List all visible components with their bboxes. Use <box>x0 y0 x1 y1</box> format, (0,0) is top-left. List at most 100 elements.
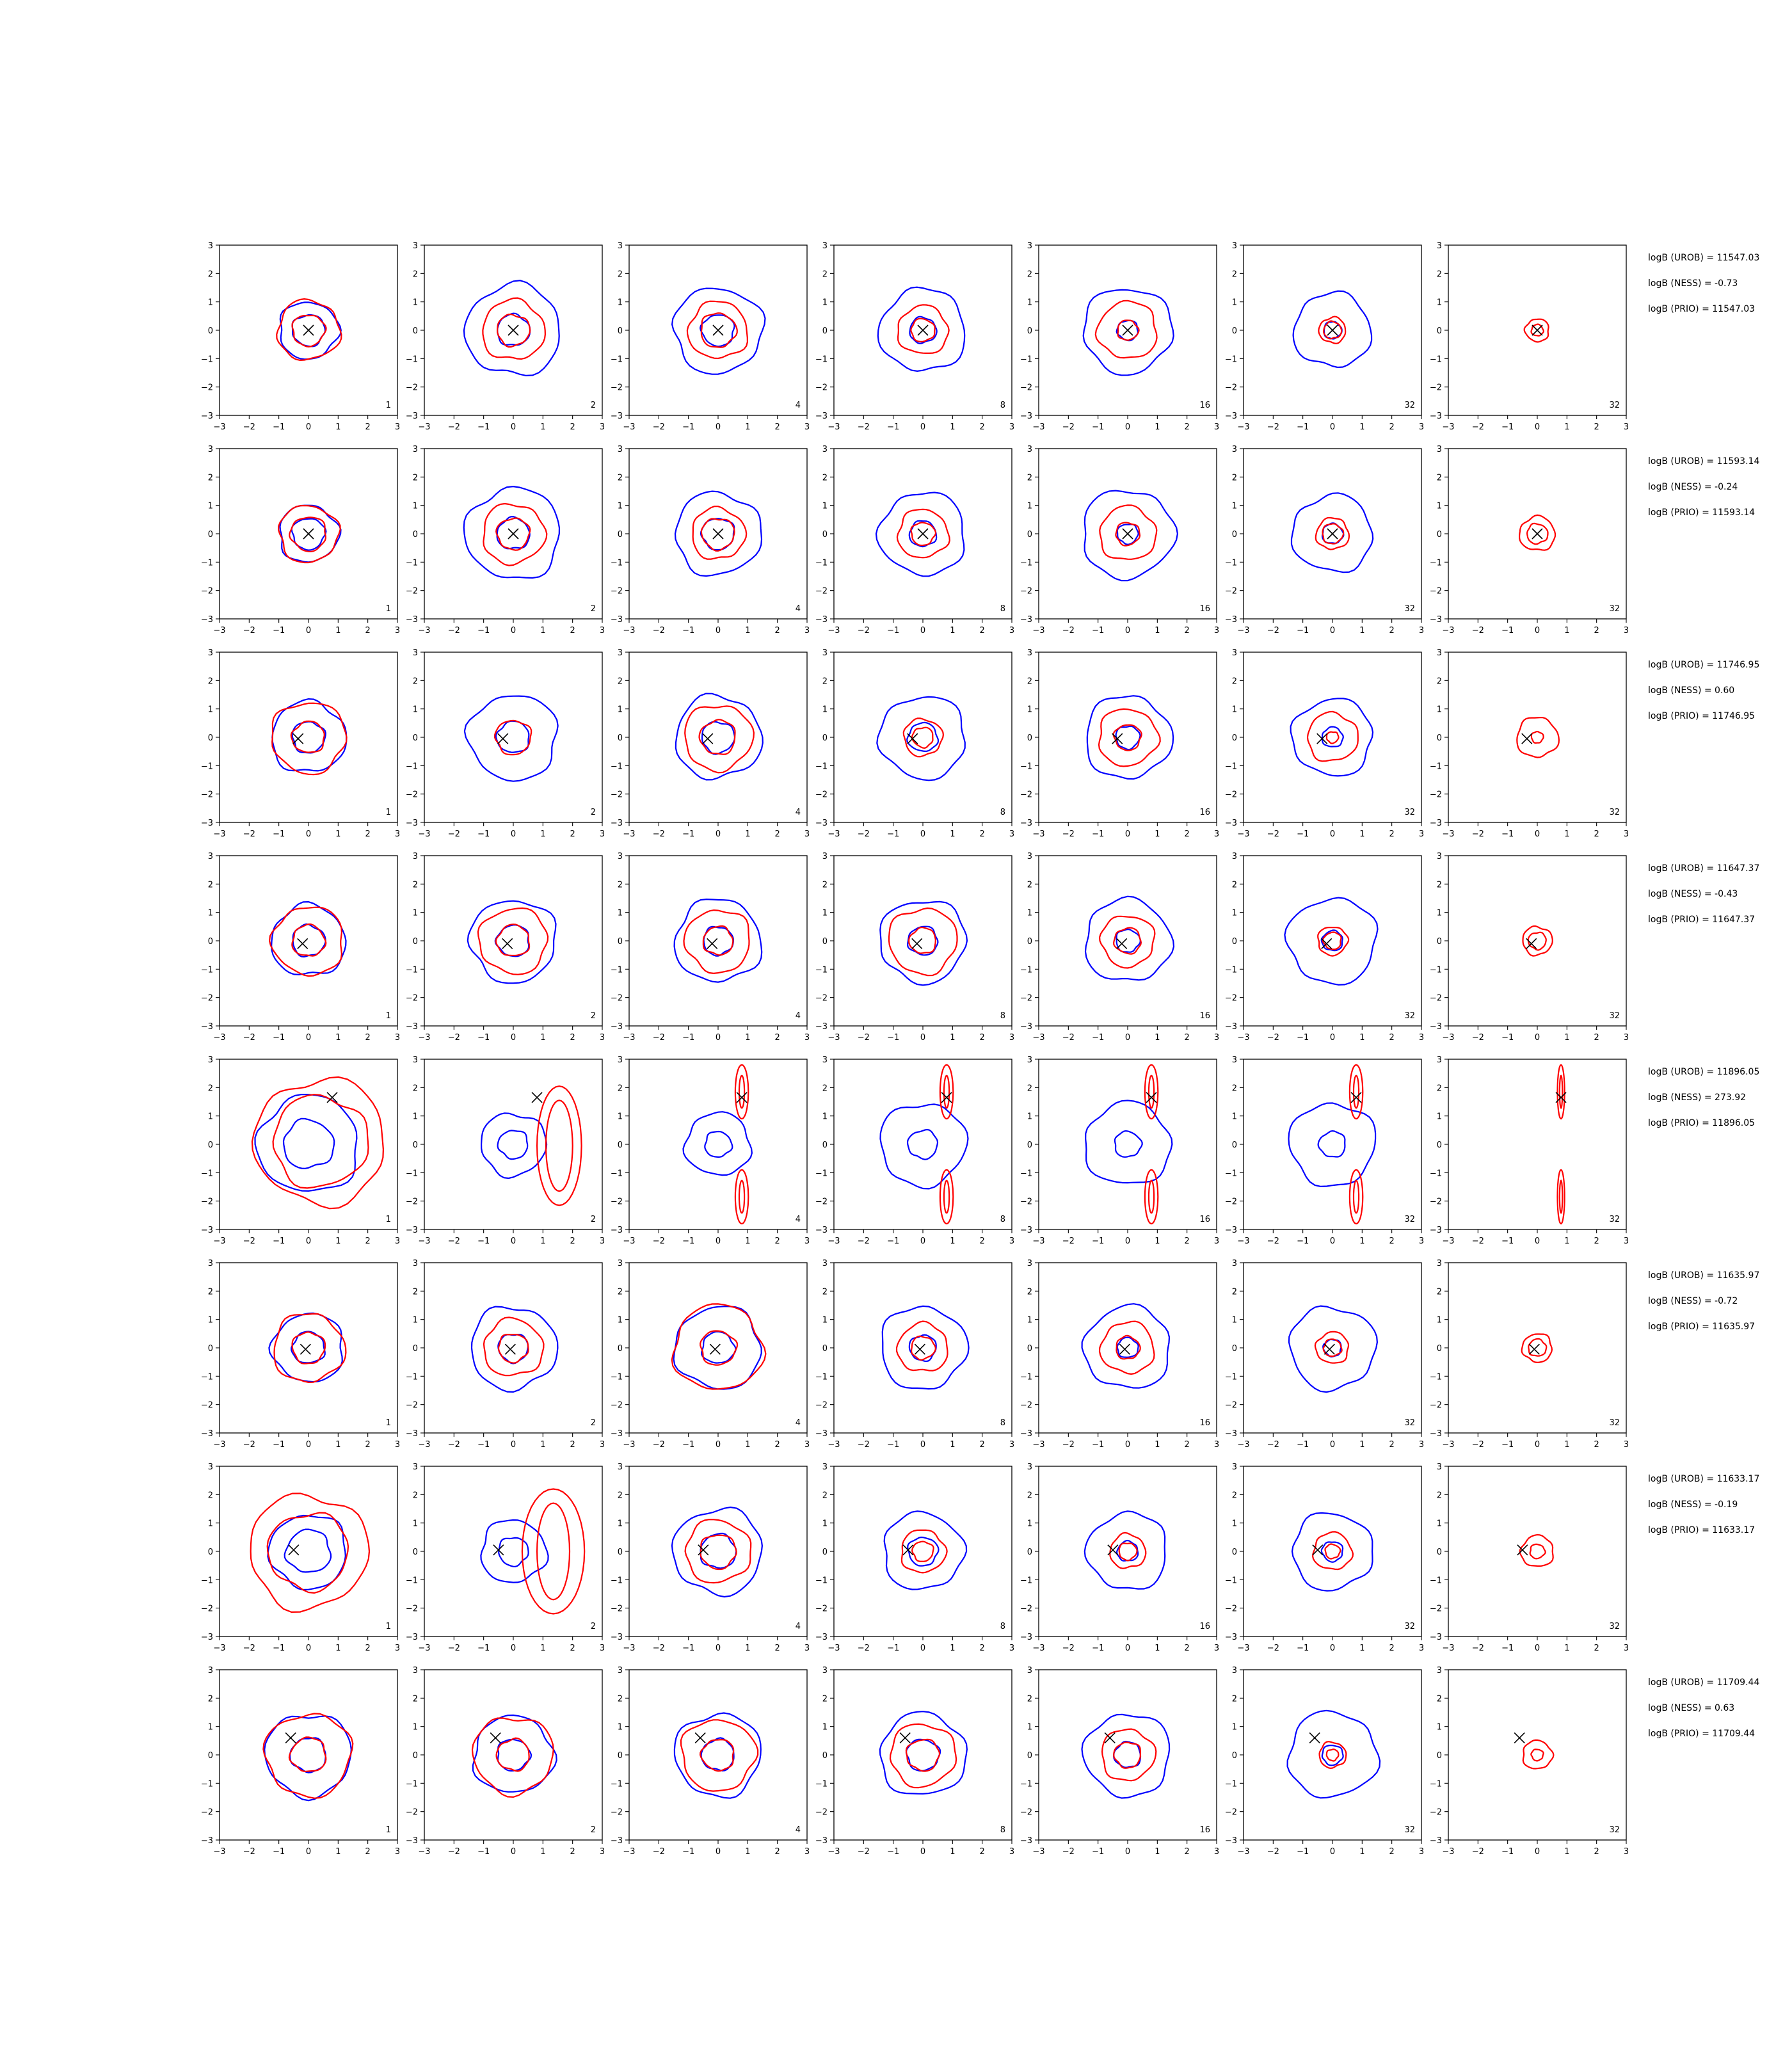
x-tick-label: −1 <box>273 829 285 839</box>
y-tick-label: −3 <box>815 615 828 625</box>
x-tick-label: 3 <box>600 1644 605 1653</box>
logb-annotation: logB (NESS) = 0.63 <box>1648 1703 1734 1713</box>
blue-contour <box>463 485 561 579</box>
y-tick-label: 2 <box>413 1287 418 1297</box>
y-tick-label: −3 <box>406 615 418 625</box>
y-tick-label: 1 <box>1027 298 1032 308</box>
blue-contour <box>1084 895 1175 981</box>
x-tick-label: −1 <box>273 1440 285 1450</box>
logb-annotation: logB (UROB) = 11647.37 <box>1648 863 1759 874</box>
true-value-marker <box>493 1544 504 1556</box>
x-tick-label: −1 <box>1297 1440 1309 1450</box>
plot-area <box>1084 1510 1166 1590</box>
plot-area <box>271 698 348 776</box>
x-tick-label: −2 <box>1472 1440 1484 1450</box>
y-tick-label: −2 <box>406 1401 418 1411</box>
x-tick-label: −1 <box>887 1236 899 1246</box>
true-value-marker <box>303 528 314 540</box>
y-tick-label: −2 <box>815 994 828 1004</box>
y-tick-label: −1 <box>611 1169 623 1178</box>
x-tick-label: 0 <box>1330 1644 1335 1653</box>
axes-frame <box>628 1059 808 1230</box>
y-tick-label: −2 <box>406 383 418 393</box>
x-tick-label: 1 <box>540 829 545 839</box>
x-tick-label: −1 <box>887 1847 899 1857</box>
axes-frame <box>628 855 808 1027</box>
y-tick-label: −1 <box>611 1576 623 1585</box>
y-tick-label: 2 <box>1437 880 1442 890</box>
x-tick-label: −2 <box>653 1236 665 1246</box>
true-value-marker <box>1321 938 1332 949</box>
x-tick-label: 0 <box>1330 1847 1335 1857</box>
x-tick-label: 3 <box>1009 626 1014 636</box>
panel-r1-c1: −3−3 −2 −2 −1 −1 0 0 1 1 2 2 3 3 1 <box>201 241 400 432</box>
plot-area <box>1086 695 1174 780</box>
y-tick-label: 1 <box>1027 1316 1032 1325</box>
red-contour <box>1113 927 1142 955</box>
red-contour <box>1322 931 1342 950</box>
x-tick-label: 2 <box>775 1033 780 1043</box>
y-tick-label: −3 <box>201 615 213 625</box>
x-tick-label: 0 <box>1330 1033 1335 1043</box>
x-tick-label: 0 <box>1535 1033 1540 1043</box>
x-tick-label: −1 <box>273 1644 285 1653</box>
panel-r5-c4: −3−3 −2 −2 −1 −1 0 0 1 1 2 2 3 3 8 <box>815 1055 1014 1246</box>
x-tick-label: −3 <box>1032 829 1044 839</box>
y-tick-label: 3 <box>1232 1055 1237 1065</box>
panel-count-label: 32 <box>1404 604 1415 614</box>
red-contour <box>1558 1180 1564 1214</box>
x-tick-label: 0 <box>1535 1644 1540 1653</box>
x-tick-label: 3 <box>600 1236 605 1246</box>
plot-area <box>1085 1064 1173 1225</box>
plot-area <box>1082 289 1174 376</box>
blue-contour <box>906 1128 939 1160</box>
x-tick-label: 1 <box>540 1644 545 1653</box>
panel-count-label: 4 <box>796 1825 801 1835</box>
y-tick-label: −2 <box>1020 790 1032 800</box>
y-tick-label: −1 <box>201 965 213 975</box>
x-tick-label: −1 <box>682 1033 694 1043</box>
x-tick-label: 2 <box>1185 1644 1190 1653</box>
plot-area <box>276 298 342 362</box>
y-tick-label: 2 <box>413 1084 418 1093</box>
x-tick-label: −1 <box>682 626 694 636</box>
x-tick-label: −3 <box>213 1847 225 1857</box>
red-contour <box>291 314 327 348</box>
plot-area <box>1284 897 1379 986</box>
y-tick-label: 2 <box>1027 1694 1032 1704</box>
y-tick-label: −1 <box>1020 1779 1032 1789</box>
red-contour <box>684 705 755 774</box>
y-tick-label: −2 <box>201 1808 213 1818</box>
y-tick-label: −2 <box>611 1604 623 1614</box>
y-tick-label: 2 <box>822 676 828 686</box>
y-tick-label: 2 <box>1437 1084 1442 1093</box>
y-tick-label: −1 <box>1225 558 1237 568</box>
y-tick-label: −3 <box>201 412 213 421</box>
y-tick-label: −3 <box>815 1226 828 1235</box>
logb-annotation: logB (UROB) = 11635.97 <box>1648 1270 1759 1281</box>
x-tick-label: 2 <box>1389 1440 1395 1450</box>
x-tick-label: 0 <box>920 1440 925 1450</box>
y-tick-label: 2 <box>208 269 213 279</box>
panel-count-label: 2 <box>591 1418 596 1428</box>
x-tick-label: 2 <box>1594 1644 1599 1653</box>
x-tick-label: −1 <box>477 829 490 839</box>
red-contour <box>1098 915 1156 969</box>
panel-r3-c2: −3−3 −2 −2 −1 −1 0 0 1 1 2 2 3 3 2 <box>406 648 605 839</box>
panel-r4-c7: −3−3 −2 −2 −1 −1 0 0 1 1 2 2 3 3 32 <box>1430 852 1629 1043</box>
red-contour <box>896 508 950 559</box>
plot-area <box>463 280 560 377</box>
x-tick-label: 0 <box>511 1236 516 1246</box>
x-tick-label: 1 <box>1564 1847 1569 1857</box>
y-tick-label: 3 <box>618 1055 623 1065</box>
panel-r2-c7: −3−3 −2 −2 −1 −1 0 0 1 1 2 2 3 3 32 <box>1430 445 1629 636</box>
x-tick-label: −2 <box>1062 1847 1075 1857</box>
x-tick-label: −3 <box>1442 1440 1454 1450</box>
x-tick-label: −1 <box>1501 1847 1514 1857</box>
logb-annotation: logB (PRIO) = 11547.03 <box>1648 304 1755 314</box>
x-tick-label: −2 <box>653 422 665 432</box>
red-contour <box>1556 1169 1565 1225</box>
red-contour <box>1518 514 1556 551</box>
x-tick-label: 3 <box>395 1440 400 1450</box>
true-value-marker <box>1555 1092 1567 1103</box>
